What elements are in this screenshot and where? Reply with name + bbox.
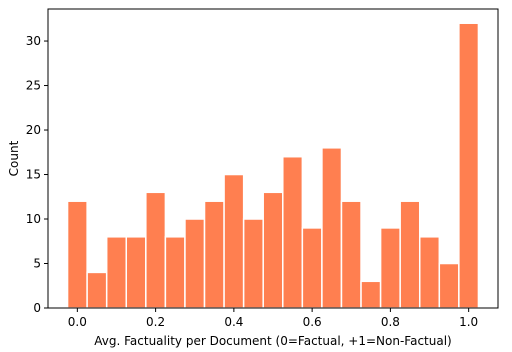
- histogram-bar-15: [360, 280, 382, 309]
- x-tick-label: 0.0: [68, 315, 87, 329]
- x-axis-label: Avg. Factuality per Document (0=Factual,…: [94, 334, 451, 348]
- histogram-bar-17: [399, 200, 421, 309]
- histogram-bar-14: [340, 200, 362, 309]
- x-tick-label: 0.6: [303, 315, 322, 329]
- histogram-bar-12: [301, 227, 323, 309]
- x-tick-label: 0.2: [146, 315, 165, 329]
- x-axis-ticks: 0.0 0.2 0.4 0.6 0.8 1.0: [68, 308, 478, 329]
- plot-frame: [47, 8, 499, 309]
- histogram-bar-2: [105, 236, 128, 309]
- y-tick-label: 20: [26, 123, 41, 137]
- y-axis-ticks: 0 5 10 15 20 25 30: [26, 34, 48, 315]
- x-tick-label: 0.8: [381, 315, 400, 329]
- histogram-bar-7: [203, 200, 225, 309]
- histogram-bar-18: [418, 236, 441, 309]
- histogram-bar-4: [145, 191, 167, 309]
- histogram-bar-19: [438, 262, 460, 309]
- histogram-bar-10: [262, 191, 284, 309]
- y-tick-label: 5: [33, 257, 41, 271]
- histogram-bar-16: [379, 227, 401, 309]
- y-tick-label: 25: [26, 79, 41, 93]
- histogram-bar-9: [242, 218, 264, 309]
- histogram-bar-0: [66, 200, 88, 309]
- x-tick-label: 1.0: [459, 315, 478, 329]
- histogram-bar-3: [125, 236, 147, 309]
- y-tick-label: 30: [26, 34, 41, 48]
- histogram-bar-11: [282, 155, 304, 309]
- y-tick-label: 10: [26, 212, 41, 226]
- histogram-bar-6: [184, 218, 206, 309]
- x-tick-label: 0.4: [224, 315, 243, 329]
- y-tick-label: 0: [33, 301, 41, 315]
- histogram-bar-1: [86, 271, 108, 309]
- histogram-bar-13: [321, 147, 343, 309]
- histogram-bar-20: [458, 22, 480, 309]
- histogram-bar-5: [164, 236, 186, 309]
- y-tick-label: 15: [26, 168, 41, 182]
- y-axis-label: Count: [7, 140, 21, 176]
- histogram-bar-8: [223, 173, 245, 309]
- axes-layer: [47, 8, 499, 309]
- bars-layer: [66, 22, 480, 309]
